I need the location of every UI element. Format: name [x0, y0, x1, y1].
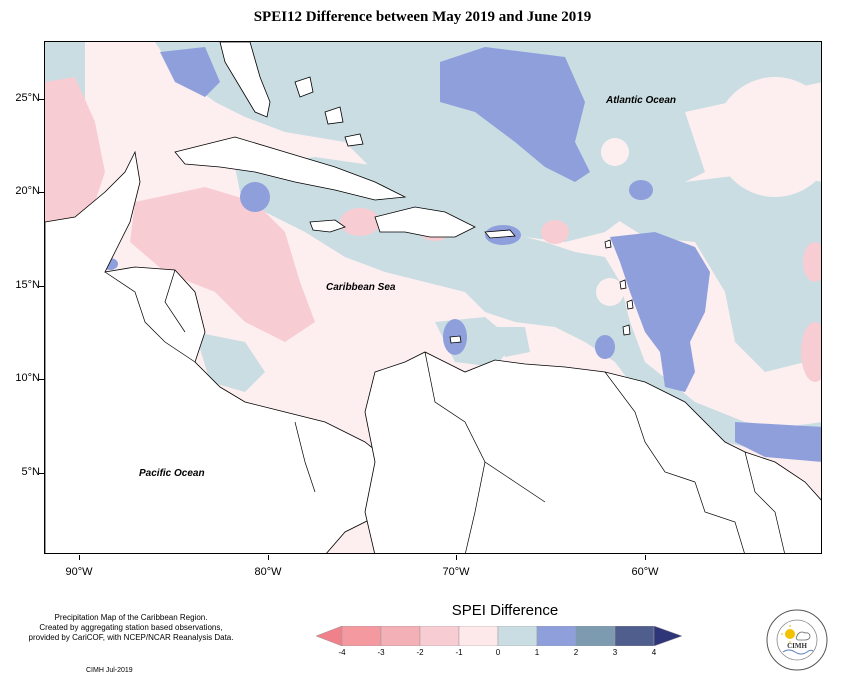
credit-line-1: Precipitation Map of the Caribbean Regio…	[54, 613, 208, 622]
country-borders	[104, 269, 785, 553]
credit-line-3: provided by CariCOF, with NCEP/NCAR Rean…	[28, 633, 234, 642]
cimh-logo-icon: CIMH	[766, 609, 828, 671]
legend-tick: 3	[612, 648, 618, 657]
caribbean-sea-label: Caribbean Sea	[326, 282, 396, 293]
atlantic-ocean-label: Atlantic Ocean	[606, 95, 677, 106]
credits-block: Precipitation Map of the Caribbean Regio…	[6, 613, 256, 643]
legend-swatch	[419, 626, 460, 646]
legend-swatch	[497, 626, 538, 646]
pacific-ocean-label: Pacific Ocean	[139, 468, 205, 479]
lat-tickmark	[39, 473, 44, 474]
legend-tick: -1	[455, 648, 463, 657]
map-title: SPEI12 Difference between May 2019 and J…	[253, 9, 592, 25]
legend-tick: -3	[377, 648, 385, 657]
lat-tickmark	[39, 379, 44, 380]
lat-tick-15: 15°N	[15, 279, 40, 291]
legend-tick: 0	[495, 648, 501, 657]
legend-tick: -2	[416, 648, 424, 657]
land-masses	[45, 42, 821, 553]
lon-tickmark	[268, 555, 269, 560]
lat-tickmark	[39, 99, 44, 100]
legend-swatch	[536, 626, 577, 646]
legend-arrow-left	[316, 626, 343, 646]
lat-tick-5: 5°N	[21, 466, 40, 478]
lon-tick-70: 70°W	[442, 566, 470, 578]
credit-date: CIMH Jul-2019	[86, 667, 133, 674]
legend-swatch	[380, 626, 421, 646]
map-area: Atlantic Ocean Caribbean Sea Pacific Oce…	[44, 41, 822, 554]
lon-tick-60: 60°W	[631, 566, 659, 578]
spei-zone-neg2-neg1	[45, 77, 821, 530]
legend-tick: -4	[338, 648, 346, 657]
legend-swatch	[458, 626, 499, 646]
credit-line-2: Created by aggregating station based obs…	[39, 623, 223, 632]
lat-tick-10: 10°N	[15, 372, 40, 384]
lat-tick-20: 20°N	[15, 185, 40, 197]
spei-map	[45, 42, 821, 553]
lat-tick-25: 25°N	[15, 92, 40, 104]
logo-text: CIMH	[787, 642, 807, 650]
lon-tickmark	[645, 555, 646, 560]
legend-tick: 2	[573, 648, 579, 657]
lat-tickmark	[39, 286, 44, 287]
legend-colorbar	[316, 626, 682, 646]
legend-title: SPEI Difference	[451, 602, 559, 619]
legend-tick: 4	[651, 648, 657, 657]
lat-tickmark	[39, 192, 44, 193]
legend-swatch	[614, 626, 655, 646]
lon-tickmark	[456, 555, 457, 560]
legend-tick: 1	[534, 648, 540, 657]
lon-tick-90: 90°W	[65, 566, 93, 578]
legend-swatch	[575, 626, 616, 646]
legend-swatch	[341, 626, 382, 646]
legend-arrow-right	[653, 626, 682, 646]
lon-tick-80: 80°W	[254, 566, 282, 578]
lon-tickmark	[79, 555, 80, 560]
